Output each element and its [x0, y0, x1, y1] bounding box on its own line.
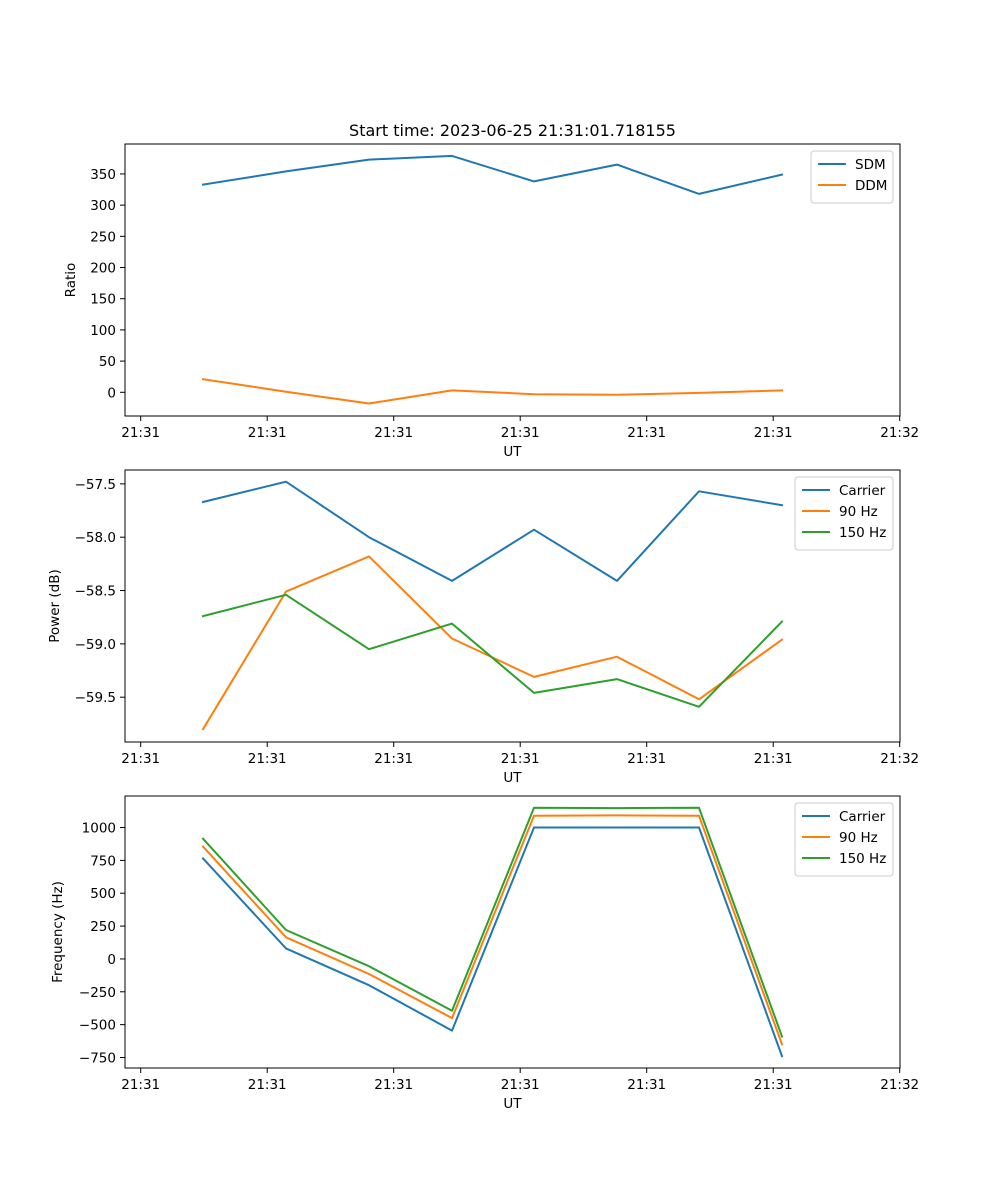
legend-label: 150 Hz — [839, 525, 886, 541]
y-tick-label: −500 — [79, 1018, 116, 1034]
series-line-ddm — [201, 378, 784, 405]
x-tick-label: 21:31 — [501, 1077, 540, 1093]
y-tick-label: 0 — [107, 952, 116, 968]
legend-label: 90 Hz — [839, 504, 878, 520]
series-line-150-hz — [201, 806, 784, 1038]
y-tick-label: 350 — [90, 167, 116, 183]
plot-frame — [124, 469, 901, 743]
x-tick-label: 21:32 — [880, 1077, 919, 1093]
x-tick-label: 21:31 — [501, 425, 540, 441]
panel-1: 21:31 21:31 21:31 21:31 21:31 21:31 21:32 UT 0 50… — [63, 143, 919, 460]
series-line-carrier — [201, 826, 784, 1058]
x-tick-label: 21:31 — [248, 425, 287, 441]
x-axis-label: UT — [503, 1096, 522, 1112]
legend-label: SDM — [855, 157, 886, 173]
x-tick-label: 21:31 — [754, 1077, 793, 1093]
y-axis-label: Power (dB) — [47, 569, 63, 642]
x-tick-label: 21:31 — [627, 1077, 666, 1093]
y-tick-label: 300 — [90, 198, 116, 214]
legend-label: 90 Hz — [839, 830, 878, 846]
x-tick-label: 21:31 — [627, 425, 666, 441]
x-tick-label: 21:31 — [374, 751, 413, 767]
series-line-carrier — [201, 480, 784, 582]
y-tick-label: −57.5 — [75, 477, 116, 493]
y-axis-label: Frequency (Hz) — [50, 881, 66, 983]
legend-label: DDM — [855, 178, 887, 194]
y-tick-label: 150 — [90, 292, 116, 308]
figure-title: Start time: 2023-06-25 21:31:01.718155 — [349, 121, 676, 140]
series-line-90-hz — [201, 555, 784, 731]
x-tick-label: 21:32 — [880, 751, 919, 767]
x-tick-label: 21:31 — [121, 1077, 160, 1093]
panel-3: 21:31 21:31 21:31 21:31 21:31 21:31 21:32 UT −75… — [50, 795, 919, 1112]
legend-label: Carrier — [839, 483, 886, 499]
y-tick-label: −59.5 — [75, 690, 116, 706]
y-tick-label: 250 — [90, 229, 116, 245]
series-line-90-hz — [201, 814, 784, 1046]
x-tick-label: 21:31 — [121, 751, 160, 767]
x-tick-label: 21:31 — [248, 751, 287, 767]
legend: Carrier 90 Hz 150 Hz — [794, 476, 894, 551]
x-tick-label: 21:31 — [501, 751, 540, 767]
y-tick-label: −58.0 — [75, 530, 116, 546]
x-tick-label: 21:31 — [121, 425, 160, 441]
y-tick-label: 200 — [90, 261, 116, 277]
x-tick-label: 21:31 — [374, 425, 413, 441]
y-tick-label: −250 — [79, 985, 116, 1001]
plot-frame — [124, 795, 901, 1069]
y-tick-label: 100 — [90, 323, 116, 339]
panel-2: 21:31 21:31 21:31 21:31 21:31 21:31 21:32 UT −59… — [47, 469, 919, 786]
y-tick-label: −58.5 — [75, 584, 116, 600]
legend-label: Carrier — [839, 809, 886, 825]
x-tick-label: 21:31 — [754, 751, 793, 767]
x-tick-label: 21:31 — [627, 751, 666, 767]
y-tick-label: 250 — [90, 919, 116, 935]
x-tick-label: 21:32 — [880, 425, 919, 441]
x-tick-label: 21:31 — [248, 1077, 287, 1093]
y-tick-label: 750 — [90, 853, 116, 869]
plot-frame — [124, 143, 901, 417]
y-tick-label: −750 — [79, 1050, 116, 1066]
legend: SDM DDM — [810, 150, 894, 204]
y-tick-label: 500 — [90, 886, 116, 902]
legend-label: 150 Hz — [839, 851, 886, 867]
x-axis-label: UT — [503, 770, 522, 786]
x-tick-label: 21:31 — [754, 425, 793, 441]
y-axis-label: Ratio — [63, 263, 79, 298]
y-tick-label: 50 — [99, 354, 116, 370]
series-line-150-hz — [201, 593, 784, 708]
series-line-sdm — [201, 154, 784, 195]
legend: Carrier 90 Hz 150 Hz — [794, 802, 894, 877]
x-axis-label: UT — [503, 444, 522, 460]
y-tick-label: −59.0 — [75, 637, 116, 653]
y-tick-label: 1000 — [82, 821, 116, 837]
x-tick-label: 21:31 — [374, 1077, 413, 1093]
y-tick-label: 0 — [107, 385, 116, 401]
